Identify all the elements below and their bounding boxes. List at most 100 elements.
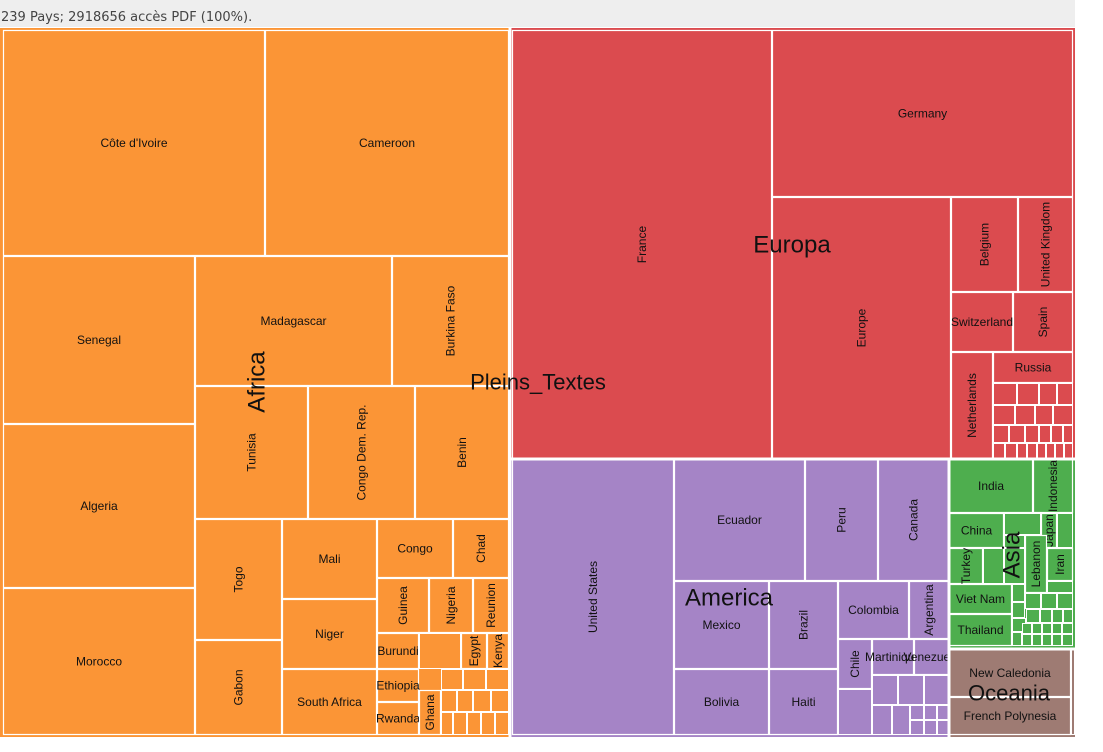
tile-egypt[interactable]: [460, 632, 488, 670]
tile-label-martinique: Martinique: [865, 650, 921, 664]
tile-label-iran: Iran: [1053, 554, 1067, 575]
tile-congo[interactable]: [376, 518, 454, 579]
tile-label-chile: Chile: [848, 650, 862, 678]
tile-tunisia[interactable]: [194, 385, 309, 520]
tile-label-mexico: Mexico: [702, 618, 740, 632]
tile-cote-d-ivoire[interactable]: [2, 29, 266, 257]
tile-canada[interactable]: [877, 458, 950, 582]
tile-small-asia-20: [1052, 623, 1062, 634]
tile-benin[interactable]: [414, 385, 510, 520]
tile-congo-dem-rep[interactable]: [307, 385, 416, 520]
status-bar: 239 Pays; 2918656 accès PDF (100%).: [0, 0, 1075, 27]
tile-label-haiti: Haiti: [791, 695, 815, 709]
tile-small-asia-18: [1032, 623, 1042, 634]
tile-label-ecuador: Ecuador: [717, 513, 762, 527]
tile-united-kingdom[interactable]: [1017, 196, 1074, 293]
tile-iran[interactable]: [1046, 547, 1074, 582]
tile-martinique[interactable]: [871, 638, 915, 676]
tile-small-asia-25: [1052, 634, 1062, 646]
tile-small-africa-11: [481, 712, 495, 735]
tile-argentina[interactable]: [908, 580, 950, 640]
tile-label-lebanon: Lebanon: [1029, 541, 1043, 588]
tile-france[interactable]: [511, 29, 773, 460]
status-text: 239 Pays; 2918656 accès PDF (100%).: [1, 10, 253, 25]
tile-united-states[interactable]: [511, 458, 675, 736]
tile-colombia[interactable]: [837, 580, 910, 640]
tile-india[interactable]: [948, 458, 1034, 514]
tile-thailand[interactable]: [948, 613, 1013, 647]
tile-small-asia-3: [1004, 535, 1025, 548]
tile-small-oceania-0: [1071, 649, 1075, 735]
tile-small-asia-16: [1012, 632, 1022, 646]
tile-label-ethiopia: Ethiopia: [376, 679, 420, 693]
tile-ethiopia[interactable]: [376, 668, 420, 703]
tile-new-caledonia[interactable]: [948, 648, 1072, 698]
tile-venezuela[interactable]: [913, 638, 950, 676]
tile-ghana[interactable]: [418, 689, 442, 736]
tile-haiti[interactable]: [768, 668, 839, 736]
tile-germany[interactable]: [771, 29, 1074, 198]
tile-senegal[interactable]: [2, 255, 196, 425]
tile-label-benin: Benin: [455, 437, 469, 468]
tile-small-america-3: [924, 675, 949, 705]
tile-label-egypt: Egypt: [467, 635, 481, 666]
tile-bolivia[interactable]: [673, 668, 770, 736]
tile-small-europa-5: [1015, 405, 1035, 425]
tile-burkina-faso[interactable]: [391, 255, 510, 387]
tile-mexico[interactable]: [673, 580, 770, 670]
tile-europe[interactable]: [771, 196, 952, 460]
tile-small-europa-9: [1009, 425, 1025, 443]
tile-peru[interactable]: [804, 458, 879, 582]
tile-small-asia-14: [1052, 609, 1063, 623]
tile-small-america-8: [924, 705, 937, 720]
tile-rwanda[interactable]: [376, 701, 420, 736]
tile-label-cameroon: Cameroon: [359, 136, 415, 150]
tile-ecuador[interactable]: [673, 458, 806, 582]
tile-chad[interactable]: [452, 518, 510, 579]
tile-madagascar[interactable]: [194, 255, 393, 387]
tile-small-africa-3: [486, 669, 509, 690]
tile-small-africa-10: [467, 712, 481, 735]
chart-title: Pleins_Textes: [470, 370, 606, 395]
tile-viet-nam[interactable]: [948, 583, 1013, 615]
tile-reunion[interactable]: [472, 577, 510, 634]
tile-label-burundi: Burundi: [377, 644, 418, 658]
tile-small-europa-3: [1057, 383, 1073, 405]
tile-small-america-2: [898, 675, 924, 705]
tile-small-asia-17: [1022, 623, 1032, 634]
tile-label-indonesia: Indonesia: [1046, 460, 1060, 512]
tile-lebanon[interactable]: [1024, 534, 1048, 594]
tile-switzerland[interactable]: [950, 291, 1014, 353]
tile-chile[interactable]: [837, 638, 873, 690]
tile-gabon[interactable]: [194, 639, 283, 736]
tile-burundi[interactable]: [376, 632, 420, 670]
tile-niger[interactable]: [281, 598, 378, 670]
tile-label-senegal: Senegal: [77, 333, 121, 347]
tile-label-algeria: Algeria: [80, 499, 118, 513]
tile-label-venezuela: Venezuela: [903, 650, 959, 664]
tile-guinea[interactable]: [376, 577, 430, 634]
tile-label-europe: Europe: [855, 308, 869, 347]
tile-small-asia-1: [1057, 513, 1073, 548]
tile-label-bolivia: Bolivia: [704, 695, 740, 709]
tile-french-polynesia[interactable]: [948, 696, 1072, 736]
tile-belgium[interactable]: [950, 196, 1019, 293]
tile-morocco[interactable]: [2, 587, 196, 736]
tile-label-peru: Peru: [835, 507, 849, 532]
tile-algeria[interactable]: [2, 423, 196, 589]
tile-small-asia-22: [1022, 634, 1032, 646]
tile-cameroon[interactable]: [264, 29, 510, 257]
tile-label-guinea: Guinea: [396, 586, 410, 625]
tile-nigeria[interactable]: [428, 577, 474, 634]
tile-small-america-6: [910, 705, 924, 720]
tile-mali[interactable]: [281, 518, 378, 600]
tile-south-africa[interactable]: [281, 668, 378, 736]
tile-turkey[interactable]: [948, 547, 984, 585]
tile-russia[interactable]: [992, 351, 1074, 384]
tile-label-thailand: Thailand: [957, 623, 1003, 637]
tile-small-europa-19: [1046, 443, 1055, 459]
tile-brazil[interactable]: [768, 580, 839, 670]
tile-label-rwanda: Rwanda: [376, 712, 420, 726]
tile-spain[interactable]: [1012, 291, 1074, 353]
tile-togo[interactable]: [194, 518, 283, 641]
